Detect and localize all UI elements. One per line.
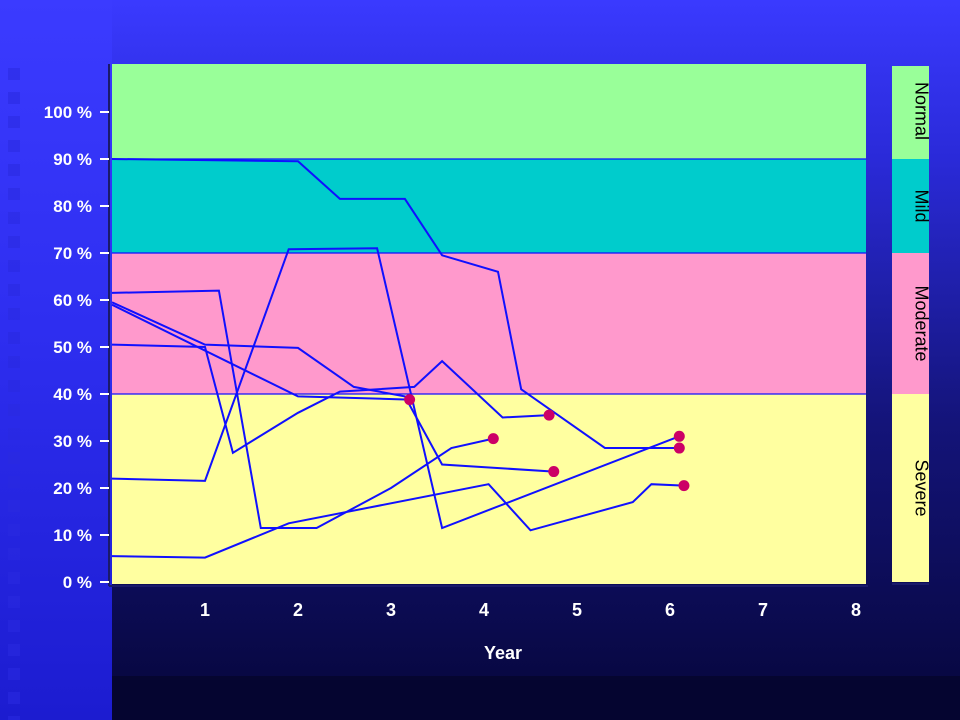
decor-square xyxy=(8,260,20,272)
x-tick-label: 8 xyxy=(851,600,861,620)
x-tick-label: 3 xyxy=(386,600,396,620)
legend-swatch-normal xyxy=(892,66,929,159)
legend-swatch-mild xyxy=(892,159,929,253)
y-tick-label: 10 % xyxy=(53,526,92,545)
decor-square xyxy=(8,68,20,80)
decor-square xyxy=(8,164,20,176)
series-line-6 xyxy=(111,247,680,530)
decor-square xyxy=(8,452,20,464)
x-tick-label: 1 xyxy=(200,600,210,620)
endpoint-marker-6 xyxy=(673,430,685,442)
x-tick-label: 5 xyxy=(572,600,582,620)
decor-square xyxy=(8,716,20,720)
y-tick-label: 30 % xyxy=(53,432,92,451)
axes xyxy=(108,64,868,587)
endpoint-marker-2 xyxy=(487,433,499,445)
decorative-squares xyxy=(8,68,20,720)
decor-square xyxy=(8,692,20,704)
decor-square xyxy=(8,404,20,416)
band-severe xyxy=(112,394,866,584)
band-mild xyxy=(112,159,866,253)
endpoint-marker-5 xyxy=(543,409,555,421)
decor-square xyxy=(8,524,20,536)
legend-label-severe: Severe xyxy=(912,459,932,516)
y-ticks: 0 % 10 % 20 % 30 % 40 % 50 % 60 % 70 % 80 % 90 % 1… xyxy=(44,103,109,592)
severity-bands xyxy=(112,64,866,584)
decor-square xyxy=(8,668,20,680)
legend-label-normal: Normal xyxy=(912,82,932,140)
x-tick-label: 2 xyxy=(293,600,303,620)
legend-label-moderate: Moderate xyxy=(912,285,932,361)
y-tick-label: 90 % xyxy=(53,150,92,169)
decor-square xyxy=(8,236,20,248)
y-tick-label: 70 % xyxy=(53,244,92,263)
y-tick-label: 80 % xyxy=(53,197,92,216)
endpoint-marker-4 xyxy=(404,394,416,406)
x-tick-label: 6 xyxy=(665,600,675,620)
decor-square xyxy=(8,308,20,320)
legend-label-mild: Mild xyxy=(912,189,932,222)
decor-square xyxy=(8,596,20,608)
bottom-band xyxy=(112,676,960,720)
decor-square xyxy=(8,500,20,512)
y-tick-label: 40 % xyxy=(53,385,92,404)
series-line-2 xyxy=(111,289,494,529)
legend-swatch-moderate xyxy=(892,253,929,394)
decor-square xyxy=(8,644,20,656)
decor-square xyxy=(8,116,20,128)
decor-square xyxy=(8,92,20,104)
legend-swatch-severe xyxy=(892,394,929,582)
decor-square xyxy=(8,140,20,152)
decor-square xyxy=(8,188,20,200)
series-line-3 xyxy=(111,301,554,473)
severity-legend: Severe Moderate Mild Normal xyxy=(892,66,932,585)
y-tick-label: 20 % xyxy=(53,479,92,498)
decor-square xyxy=(8,356,20,368)
decor-square xyxy=(8,572,20,584)
decor-square xyxy=(8,212,20,224)
decor-square xyxy=(8,620,20,632)
patient-lines xyxy=(111,158,685,559)
y-tick-label: 100 % xyxy=(44,103,92,122)
endpoint-marker-1 xyxy=(673,442,685,454)
y-tick-label: 60 % xyxy=(53,291,92,310)
decor-square xyxy=(8,548,20,560)
y-tick-label: 0 % xyxy=(63,573,92,592)
endpoint-markers xyxy=(404,394,690,492)
endpoint-marker-7 xyxy=(678,480,690,492)
x-ticks: 1 2 3 4 5 6 7 8 xyxy=(200,600,861,620)
series-line-7 xyxy=(111,483,685,559)
x-axis-label: Year xyxy=(484,643,522,663)
band-moderate xyxy=(112,253,866,394)
band-normal xyxy=(112,64,866,159)
series-line-4 xyxy=(111,303,410,401)
x-tick-label: 4 xyxy=(479,600,489,620)
decor-square xyxy=(8,428,20,440)
decor-square xyxy=(8,332,20,344)
series-line-5 xyxy=(111,343,550,455)
x-tick-label: 7 xyxy=(758,600,768,620)
decor-square xyxy=(8,380,20,392)
decor-square xyxy=(8,284,20,296)
series-line-1 xyxy=(111,158,680,449)
decor-square xyxy=(8,476,20,488)
y-tick-label: 50 % xyxy=(53,338,92,357)
endpoint-marker-3 xyxy=(548,466,560,478)
